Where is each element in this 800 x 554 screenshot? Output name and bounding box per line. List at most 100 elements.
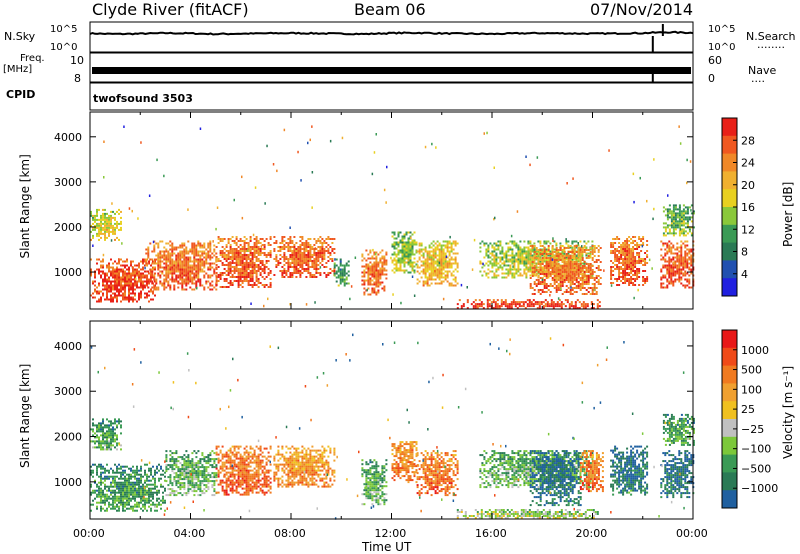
- heat-cell: [418, 258, 421, 261]
- heat-cell: [371, 265, 374, 268]
- heat-cell: [203, 288, 206, 291]
- heat-cell: [646, 280, 649, 282]
- heat-cell: [104, 224, 106, 227]
- heat-cell: [411, 247, 414, 250]
- heat-cell: [581, 262, 584, 265]
- heat-cell: [371, 255, 374, 258]
- heat-cell: [287, 264, 290, 266]
- heat-cell: [533, 269, 536, 271]
- heat-cell: [597, 251, 600, 253]
- heat-cell: [575, 267, 578, 269]
- heat-cell: [510, 303, 513, 306]
- heat-cell: [122, 280, 124, 283]
- heat-cell: [521, 248, 524, 251]
- heat-cell: [269, 278, 272, 280]
- heat-cell: [165, 280, 168, 283]
- heat-cell: [664, 258, 667, 261]
- heat-cell: [676, 254, 679, 257]
- heat-cell: [436, 264, 439, 267]
- heat-cell: [369, 249, 372, 252]
- heat-cell: [620, 244, 623, 246]
- heat-cell: [92, 216, 94, 219]
- heat-cell: [333, 262, 336, 265]
- heat-cell: [561, 255, 564, 257]
- heat-cell: [289, 248, 292, 250]
- heat-cell: [422, 284, 425, 287]
- heat-cell: [297, 254, 300, 256]
- heat-cell: [120, 473, 122, 476]
- heat-cell: [142, 280, 144, 283]
- heat-cell: [90, 258, 92, 261]
- heat-cell: [438, 244, 441, 247]
- heat-cell: [373, 265, 376, 268]
- heat-cell: [585, 281, 588, 283]
- heat-cell: [393, 243, 396, 246]
- heat-cell: [317, 272, 320, 274]
- heat-speck: [264, 202, 266, 205]
- heat-cell: [183, 274, 186, 277]
- heat-cell: [397, 257, 400, 260]
- heat-cell: [104, 238, 106, 241]
- heat-cell: [577, 263, 580, 265]
- heat-cell: [684, 226, 687, 229]
- heat-cell: [251, 274, 254, 276]
- heat-cell: [547, 271, 550, 273]
- heat-cell: [428, 246, 431, 249]
- heat-cell: [373, 287, 376, 290]
- heat-cell: [122, 260, 124, 263]
- heat-cell: [297, 250, 300, 252]
- heat-cell: [492, 307, 495, 310]
- heat-cell: [682, 234, 685, 237]
- heat-cell: [510, 307, 513, 310]
- heat-cell: [668, 274, 671, 277]
- heat-cell: [569, 255, 572, 257]
- heat-cell: [448, 242, 451, 245]
- heat-cell: [444, 262, 447, 265]
- heat-cell: [539, 265, 542, 267]
- heat-cell: [397, 261, 400, 264]
- heat-cell: [411, 239, 414, 242]
- heat-cell: [612, 238, 615, 240]
- heat-cell: [584, 307, 587, 310]
- heat-cell: [309, 244, 312, 246]
- heat-cell: [495, 252, 498, 255]
- heat-cell: [555, 289, 558, 291]
- heat-cell: [217, 242, 220, 244]
- heat-cell: [569, 289, 572, 291]
- heat-cell: [375, 261, 378, 264]
- heat-cell: [519, 260, 522, 263]
- heat-cell: [229, 238, 232, 240]
- heat-cell: [682, 232, 685, 235]
- heat-cell: [491, 252, 494, 255]
- heat-cell: [94, 284, 96, 287]
- heat-cell: [299, 250, 302, 252]
- heat-cell: [422, 260, 425, 263]
- heat-cell: [587, 287, 590, 289]
- heat-cell: [104, 497, 106, 500]
- heat-cell: [549, 275, 552, 277]
- heat-cell: [628, 236, 631, 238]
- heat-cell: [686, 232, 689, 235]
- heat-cell: [403, 261, 406, 264]
- heat-cell: [104, 499, 106, 502]
- heat-cell: [491, 270, 494, 273]
- heat-cell: [495, 274, 498, 277]
- heat-cell: [325, 274, 328, 276]
- heat-cell: [187, 240, 190, 243]
- heat-cell: [149, 280, 152, 283]
- heat-cell: [265, 266, 268, 268]
- heat-cell: [640, 244, 643, 246]
- heat-cell: [393, 259, 396, 262]
- heat-cell: [100, 264, 102, 267]
- heat-cell: [573, 283, 576, 285]
- heat-cell: [448, 250, 451, 253]
- heat-cell: [120, 258, 122, 261]
- heat-cell: [130, 260, 132, 263]
- heat-cell: [499, 260, 502, 263]
- heat-cell: [237, 260, 240, 262]
- heat-cell: [235, 256, 238, 258]
- heat-cell: [566, 301, 569, 304]
- heat-cell: [142, 262, 144, 265]
- heat-cell: [581, 267, 584, 269]
- heat-cell: [303, 268, 306, 270]
